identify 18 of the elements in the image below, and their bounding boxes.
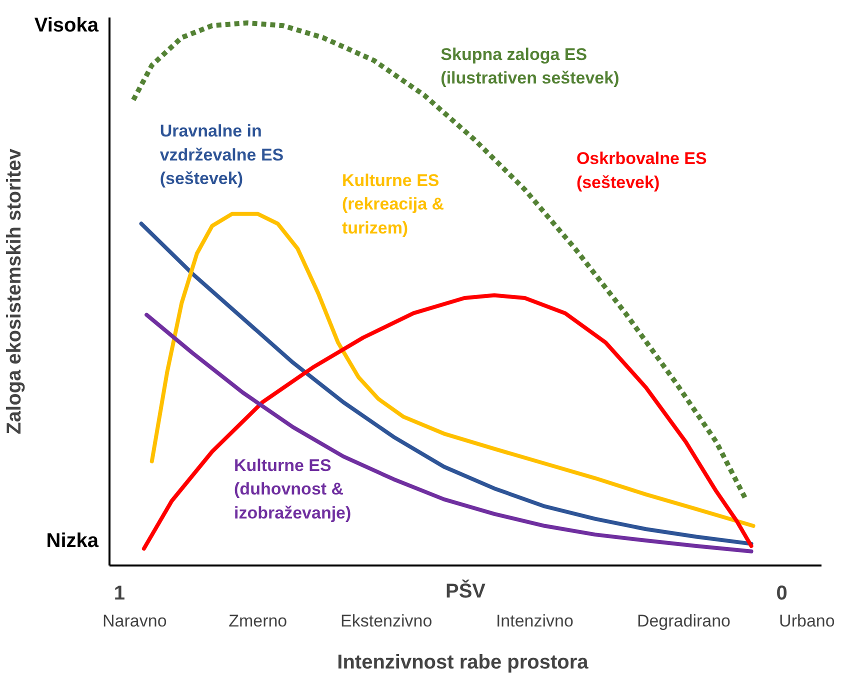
text: Ekstenzivno <box>340 612 432 630</box>
series-label: Skupna zaloga ES (ilustrativen seštevek) <box>440 44 620 88</box>
text: PŠV <box>445 580 486 602</box>
x-axis-title: Intenzivnost rabe prostora <box>337 652 590 674</box>
text: Urbano <box>779 612 835 630</box>
text: Oskrbovalne ES (seštevek) <box>576 149 707 192</box>
text: Kulturne ES (rekreacija & turizem) <box>342 170 444 238</box>
text: Degradirano <box>636 612 731 630</box>
text: Naravno <box>102 612 167 630</box>
text: Nizka <box>46 530 100 552</box>
y-axis-title: Zaloga ekosistemskih storitev <box>3 148 26 434</box>
x-tick-label: 0 <box>776 582 788 604</box>
text: Visoka <box>34 14 100 37</box>
text: Intenzivno <box>496 612 574 630</box>
text: Zmerno <box>228 612 288 630</box>
series-label: Kulturne ES (duhovnost & izobraževanje) <box>234 456 352 522</box>
text: Uravnalne in vzdrževalne ES (seštevek) <box>160 122 284 188</box>
x-tick-label: 1 <box>114 582 125 604</box>
